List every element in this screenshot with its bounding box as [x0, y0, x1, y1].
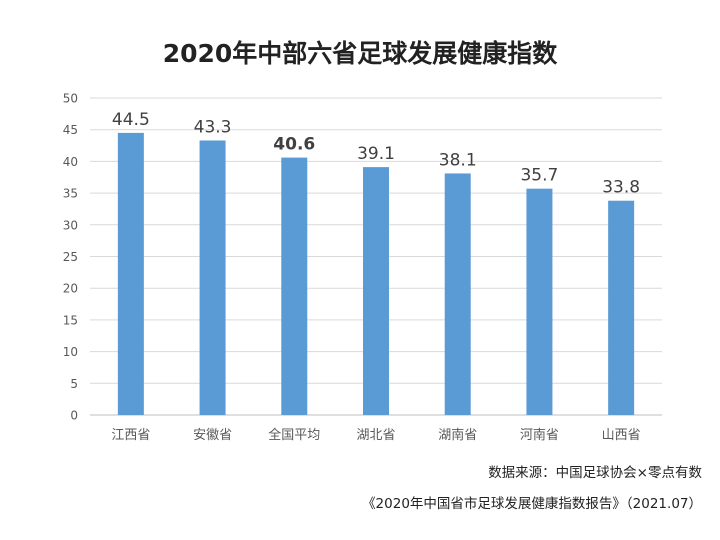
y-axis-tick-labels: 0 5 10 15 20 25 30 35 40 45 50 [63, 92, 78, 423]
bar [608, 200, 635, 415]
y-tick-label: 30 [63, 218, 78, 232]
bars [117, 132, 635, 415]
x-tick-label: 江西省 [111, 428, 150, 443]
chart-title: 2020年中部六省足球发展健康指数 [162, 39, 558, 68]
bar [526, 188, 553, 415]
x-tick-label: 湖北省 [356, 428, 395, 443]
value-labels: 44.5 43.3 40.6 39.1 38.1 35.7 33.8 [112, 110, 640, 198]
y-tick-label: 20 [63, 282, 78, 296]
y-tick-label: 45 [63, 123, 78, 137]
x-tick-label: 安徽省 [193, 428, 232, 443]
y-tick-label: 5 [70, 377, 78, 391]
y-tick-label: 50 [63, 92, 78, 106]
bar [281, 157, 308, 415]
source-citation: 《2020年中国省市足球发展健康指数报告》（2021.07） [362, 496, 702, 512]
y-tick-label: 40 [63, 155, 78, 169]
data-label: 43.3 [194, 117, 232, 137]
y-tick-label: 35 [63, 187, 78, 201]
data-label: 44.5 [112, 110, 150, 130]
data-label: 38.1 [439, 150, 477, 170]
bar [117, 132, 144, 415]
data-label: 33.8 [602, 178, 640, 198]
y-tick-label: 0 [70, 409, 78, 423]
data-label: 35.7 [520, 166, 558, 186]
data-label: 39.1 [357, 144, 395, 164]
x-axis-tick-labels: 江西省 安徽省 全国平均 湖北省 湖南省 河南省 山西省 [111, 427, 640, 443]
bar-chart: 0 5 10 15 20 25 30 35 40 45 50 44.5 43.3 40.6 39.1 38.… [63, 92, 662, 443]
y-tick-label: 25 [63, 250, 78, 264]
bar [363, 167, 389, 415]
data-label: 40.6 [273, 135, 315, 155]
x-tick-label: 湖南省 [438, 427, 477, 443]
x-tick-label: 全国平均 [268, 427, 320, 443]
source-note: 数据来源：中国足球协会×零点有数 [488, 465, 702, 481]
y-tick-label: 10 [63, 345, 78, 359]
x-tick-label: 河南省 [520, 427, 559, 443]
bar [444, 173, 471, 415]
x-tick-label: 山西省 [602, 428, 641, 443]
y-tick-label: 15 [63, 313, 78, 327]
bar [199, 140, 226, 415]
